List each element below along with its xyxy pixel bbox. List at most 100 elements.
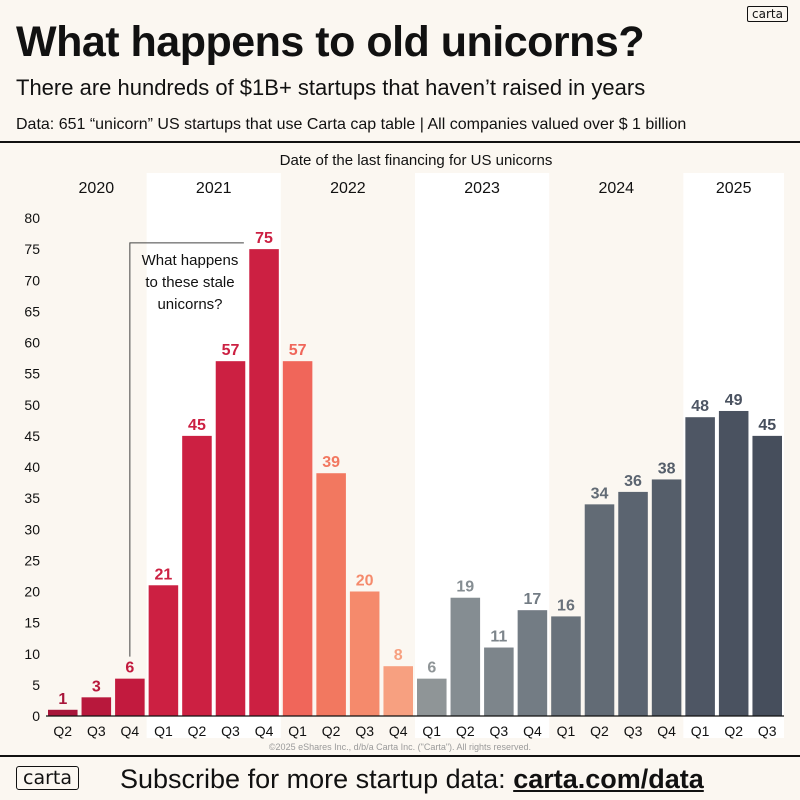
- bar-value-label: 45: [188, 417, 206, 434]
- bar-value-label: 3: [92, 678, 101, 695]
- bar-value-label: 20: [356, 573, 374, 590]
- bar: [249, 249, 279, 716]
- x-tick-label: Q3: [87, 723, 106, 739]
- bar: [48, 709, 78, 716]
- bar: [551, 616, 581, 716]
- x-tick-label: Q3: [490, 723, 509, 739]
- chart-title: Date of the last financing for US unicor…: [280, 152, 553, 169]
- x-tick-label: Q4: [523, 723, 542, 739]
- bar-value-label: 34: [591, 485, 609, 502]
- x-tick-label: Q3: [355, 723, 374, 739]
- bar: [215, 361, 246, 716]
- footer-logo: carta: [16, 766, 79, 790]
- bar-value-label: 45: [758, 417, 776, 434]
- bar: [148, 585, 179, 716]
- y-tick-label: 30: [24, 521, 40, 537]
- x-tick-label: Q3: [624, 723, 643, 739]
- year-label: 2024: [598, 180, 634, 197]
- y-tick-label: 25: [24, 552, 40, 568]
- bar-value-label: 36: [624, 473, 642, 490]
- y-tick-label: 50: [24, 397, 40, 413]
- bar-value-label: 39: [322, 454, 340, 471]
- y-tick-label: 0: [32, 708, 40, 724]
- y-tick-label: 5: [32, 677, 40, 693]
- x-tick-label: Q4: [121, 723, 140, 739]
- y-tick-label: 55: [24, 366, 40, 382]
- bar: [685, 417, 715, 716]
- bar: [484, 647, 514, 716]
- bar: [584, 504, 615, 716]
- y-tick-label: 45: [24, 428, 40, 444]
- y-tick-label: 20: [24, 584, 40, 600]
- x-tick-label: Q2: [590, 723, 609, 739]
- x-tick-label: Q1: [288, 723, 307, 739]
- x-tick-label: Q1: [557, 723, 576, 739]
- year-label: 2023: [464, 180, 500, 197]
- bar-value-label: 1: [58, 691, 67, 708]
- y-tick-label: 60: [24, 335, 40, 351]
- data-note: Data: 651 “unicorn” US startups that use…: [16, 116, 687, 133]
- y-tick-label: 10: [24, 646, 40, 662]
- x-tick-label: Q2: [724, 723, 743, 739]
- x-tick-label: Q2: [322, 723, 341, 739]
- year-label: 2022: [330, 180, 366, 197]
- bar: [718, 410, 749, 716]
- copyright-text: ©2025 eShares Inc., d/b/a Carta Inc. ("C…: [269, 742, 531, 752]
- y-tick-label: 75: [24, 241, 40, 257]
- x-tick-label: Q1: [691, 723, 710, 739]
- x-tick-label: Q3: [758, 723, 777, 739]
- annotation-text: unicorns?: [157, 296, 222, 313]
- x-tick-label: Q4: [657, 723, 676, 739]
- page-subtitle: There are hundreds of $1B+ startups that…: [16, 75, 646, 100]
- bar-value-label: 6: [427, 660, 436, 677]
- page-title: What happens to old unicorns?: [16, 18, 645, 66]
- bar: [651, 479, 682, 716]
- bar: [316, 473, 346, 716]
- bar: [752, 435, 782, 716]
- bar-value-label: 49: [725, 392, 743, 409]
- bar: [517, 610, 548, 716]
- bar: [349, 591, 380, 716]
- bar-value-label: 75: [255, 230, 273, 247]
- y-tick-label: 35: [24, 490, 40, 506]
- bar-value-label: 57: [222, 342, 240, 359]
- bar: [182, 435, 212, 716]
- footer-text: Subscribe for more startup data:: [120, 764, 514, 794]
- x-tick-label: Q2: [456, 723, 475, 739]
- annotation-leader-line: [129, 242, 244, 657]
- year-label: 2020: [79, 180, 115, 197]
- y-tick-label: 65: [24, 303, 40, 319]
- bar-value-label: 8: [394, 647, 403, 664]
- x-tick-label: Q4: [255, 723, 274, 739]
- footer-cta: Subscribe for more startup data: carta.c…: [120, 762, 704, 796]
- top-divider: [0, 141, 800, 143]
- bar: [282, 361, 313, 716]
- y-tick-label: 70: [24, 272, 40, 288]
- bar-value-label: 57: [289, 342, 307, 359]
- annotation: What happens to these stale unicorns?: [129, 242, 244, 657]
- x-tick-label: Q2: [188, 723, 207, 739]
- bar-value-label: 19: [456, 579, 474, 596]
- x-tick-label: Q1: [154, 723, 173, 739]
- bar: [417, 678, 447, 716]
- bottom-divider: [0, 755, 800, 757]
- bar: [450, 597, 481, 716]
- bar-value-label: 11: [490, 629, 507, 646]
- y-tick-label: 15: [24, 615, 40, 631]
- y-tick-label: 80: [24, 210, 40, 226]
- x-axis: Q2 Q3 Q4 Q1 Q2 Q3 Q4 Q1 Q2 Q3 Q4 Q1 Q2 Q3 Q4 Q1 Q2 Q3 Q4 Q1…: [46, 715, 784, 739]
- x-tick-label: Q4: [389, 723, 408, 739]
- bar-value-label: 6: [125, 660, 134, 677]
- y-axis: 0 5 10 15 20 25 30 35 40 45 50 55 60 65 70 75 80: [24, 210, 40, 724]
- year-label: 2021: [196, 180, 232, 197]
- bar: [618, 491, 648, 716]
- x-tick-label: Q2: [53, 723, 72, 739]
- header-logo: carta: [747, 6, 788, 22]
- annotation-text: to these stale: [145, 274, 234, 291]
- x-tick-label: Q1: [422, 723, 441, 739]
- footer-link[interactable]: carta.com/data: [513, 764, 704, 794]
- bar-value-label: 38: [658, 460, 676, 477]
- bar-value-label: 21: [155, 566, 173, 583]
- bar: [383, 666, 413, 716]
